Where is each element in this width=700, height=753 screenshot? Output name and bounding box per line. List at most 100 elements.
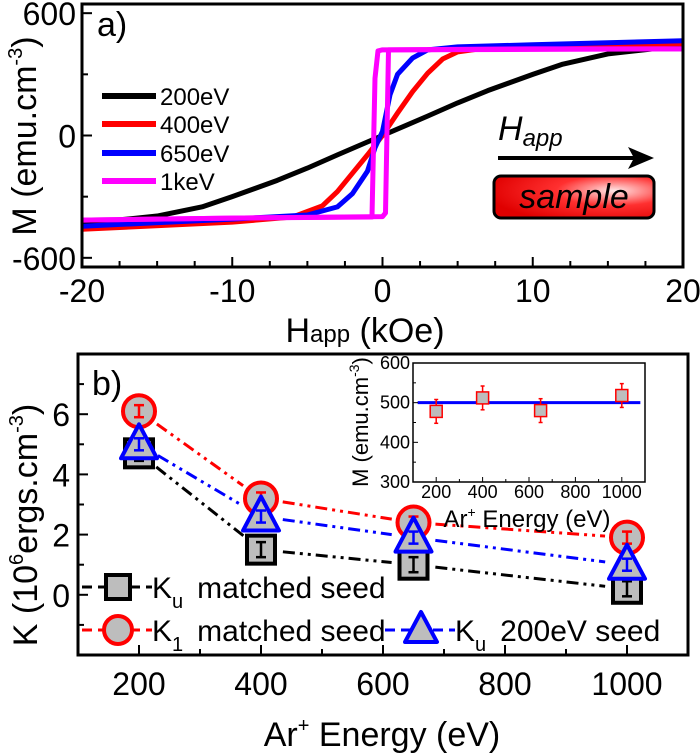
y-tick-label: 600 <box>23 0 76 32</box>
legend-label: 200eV <box>160 84 229 111</box>
data-point <box>241 494 281 533</box>
series-line-segment <box>157 454 243 507</box>
legend-text: matched seed <box>197 572 385 605</box>
applied-field-label: Happ <box>498 110 563 152</box>
y-axis-title-mid: ergs.cm <box>7 433 45 554</box>
circle-marker <box>102 614 134 646</box>
legend-label: K1 matched seed <box>152 615 386 656</box>
y-axis-title-end: ) <box>6 36 44 47</box>
series-line-segment <box>435 565 606 588</box>
series-line-segment <box>282 550 392 565</box>
legend-item: 1keV <box>102 169 215 196</box>
inset-frame <box>412 362 646 483</box>
x-axis-title-main: Ar <box>444 506 468 533</box>
legend-item: Ku 200eV seed <box>385 610 660 656</box>
legend-label: 1keV <box>160 169 215 196</box>
series-line-segment <box>282 500 393 521</box>
x-tick-label: 800 <box>478 666 531 702</box>
inset-x-axis-title: Ar+ Energy (eV) <box>444 504 611 533</box>
x-tick-label: 1000 <box>591 666 662 702</box>
y-tick-label: 6 <box>52 397 70 433</box>
legend-label: Ku 200eV seed <box>455 615 660 656</box>
inset-square-marker <box>475 391 490 405</box>
y-tick-label: 0 <box>52 578 70 614</box>
y-tick-label: -600 <box>12 241 76 277</box>
y-axis-title-main: M (emu.cm <box>6 66 44 236</box>
inset-data-point <box>429 398 443 425</box>
legend-text: 200eV seed <box>500 615 660 648</box>
inset-x-tick-label: 1000 <box>602 482 642 502</box>
triangle-marker <box>403 610 439 644</box>
legend-label: 400eV <box>160 112 229 139</box>
legend-item: K1 matched seed <box>82 614 386 656</box>
x-tick-label: 400 <box>234 666 287 702</box>
inset-square-marker <box>615 388 629 403</box>
legend-item: 650eV <box>102 141 229 168</box>
x-tick-label: 200 <box>112 666 165 702</box>
inset-data-point <box>533 397 548 424</box>
inset-y-axis-title: M (emu.cm-3) <box>346 357 373 487</box>
y-axis-title-b: K (106ergs.cm-3) <box>6 404 45 646</box>
legend-symbol: K <box>455 615 475 648</box>
inset-y-tick-label: 400 <box>380 432 410 452</box>
inset-square-marker <box>533 403 548 418</box>
legend-subscript: u <box>172 591 183 613</box>
inset-data-point <box>475 385 490 411</box>
series-line-segment <box>435 522 606 538</box>
data-point <box>245 533 277 566</box>
legend-label: Ku matched seed <box>152 572 386 613</box>
x-axis-title-end: Energy (eV) <box>476 506 611 533</box>
legend-label: 650eV <box>160 141 229 168</box>
inset-y-tick-label: 600 <box>380 353 410 373</box>
legend-subscript: 1 <box>172 634 183 656</box>
square-marker <box>104 573 132 601</box>
panel-a: -20 -10 0 10 20 -600 0 600 a) Happ (kOe) M (emu.cm… <box>5 0 700 350</box>
y-axis-title-main: M (emu.cm <box>348 377 373 487</box>
x-tick-label: 600 <box>356 666 409 702</box>
x-axis-title-unit: (kOe) <box>350 312 444 350</box>
x-tick-label: 20 <box>665 273 700 309</box>
y-axis-title-sup: 6 <box>6 554 28 565</box>
panel-label-a: a) <box>97 6 127 44</box>
legend-subscript: u <box>475 634 486 656</box>
legend-text: matched seed <box>197 615 385 648</box>
y-axis-title-a: M (emu.cm-3) <box>5 36 44 235</box>
sample-label: sample <box>519 178 629 216</box>
inset-square-marker <box>429 404 443 419</box>
inset-y-tick-label: 500 <box>380 393 410 413</box>
y-axis-title-sup: -3 <box>346 364 362 377</box>
x-tick-label: -10 <box>209 273 255 309</box>
x-axis-title-sub: app <box>310 321 350 348</box>
y-axis-title-end: ) <box>348 357 373 364</box>
inset-data-point <box>615 382 629 409</box>
x-tick-label: 0 <box>374 273 392 309</box>
series-line-segment <box>282 518 392 537</box>
x-axis-title-sup: + <box>298 715 310 737</box>
inset-x-tick-label: 200 <box>421 482 451 502</box>
legend-item: Ku matched seed <box>82 572 386 613</box>
field-label-sub: app <box>523 125 563 152</box>
x-axis-title-a: Happ (kOe) <box>285 312 444 350</box>
x-axis-title-main: Ar <box>264 716 298 753</box>
data-point <box>607 542 647 581</box>
y-axis-title-end: ) <box>7 404 45 415</box>
x-axis-title-b: Ar+ Energy (eV) <box>264 715 501 753</box>
hysteresis-loop-1keV <box>81 46 684 223</box>
y-tick-label: 0 <box>58 119 76 155</box>
legend-symbol: K <box>152 615 172 648</box>
legend-item: 400eV <box>102 112 229 139</box>
series-line-segment <box>435 538 606 564</box>
legend-symbol: K <box>152 572 172 605</box>
data-point <box>119 422 159 461</box>
sample-box <box>492 174 656 220</box>
y-axis-title-sup: -3 <box>6 415 28 433</box>
inset-x-tick-label: 400 <box>468 482 498 502</box>
x-tick-label: 10 <box>515 273 551 309</box>
series-line-segment <box>155 465 245 538</box>
y-axis-title-main: K (10 <box>7 565 45 646</box>
inset-x-tick-label: 800 <box>560 482 590 502</box>
y-tick-label: 2 <box>52 518 70 554</box>
data-point <box>397 548 430 581</box>
